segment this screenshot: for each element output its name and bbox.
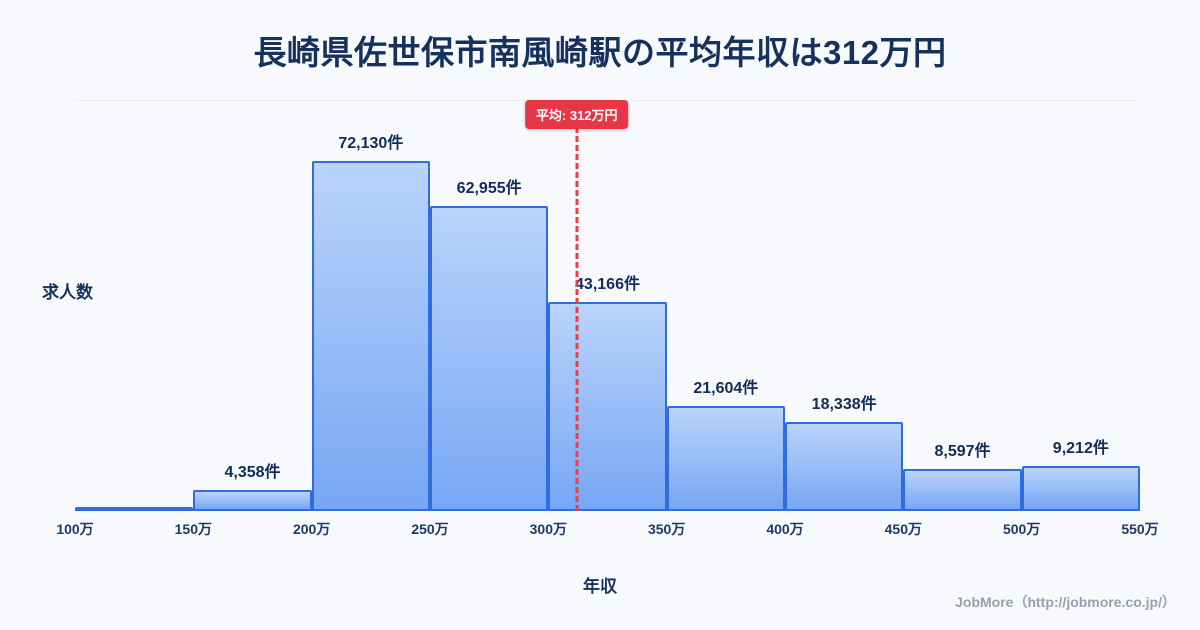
x-tick-label: 250万: [411, 521, 449, 537]
bar-150万-200万: [193, 489, 312, 511]
bar-250万-300万: [430, 205, 549, 511]
bar-value-label: 18,338件: [811, 396, 877, 414]
x-tick-label: 550万: [1121, 521, 1159, 537]
bar-value-label: 72,130件: [338, 135, 404, 152]
x-tick-label: 300万: [529, 521, 568, 537]
bar-300万-350万: [548, 301, 667, 511]
x-tick-label: 100万: [56, 521, 94, 537]
y-axis-label: 求人数: [42, 283, 93, 302]
bar-100万-150万: [75, 507, 194, 511]
x-tick-label: 150万: [174, 521, 213, 537]
average-line: [575, 127, 579, 511]
footer-credit: JobMore（http://jobmore.co.jp/）: [955, 594, 1176, 610]
plot-area: 平均: 312万円 4,358件 72,130件 62,955件 43,166件 21,…: [56, 100, 1159, 537]
x-tick-label: 450万: [884, 521, 923, 537]
bar-value-label: 43,166件: [575, 275, 640, 293]
bar-350万-400万: [666, 406, 785, 511]
bar-value-label: 8,597件: [934, 443, 991, 461]
bar-value-label: 9,212件: [1052, 440, 1109, 458]
x-tick-label: 200万: [292, 521, 331, 537]
average-badge: 平均: 312万円: [524, 100, 629, 129]
bar-value-label: 62,955件: [456, 179, 522, 197]
bar-450万-500万: [903, 469, 1022, 511]
page-title: 長崎県佐世保市南風崎駅の平均年収は312万円: [253, 34, 947, 71]
x-tick-label: 350万: [647, 521, 686, 537]
bar-500万-550万: [1021, 466, 1140, 511]
x-tick-label: 400万: [766, 521, 804, 537]
bar-value-label: 4,358件: [224, 463, 281, 481]
x-tick-label: 500万: [1002, 521, 1041, 537]
bar-value-label: 21,604件: [693, 380, 759, 398]
x-axis-label: 年収: [583, 577, 617, 596]
bar-200万-250万: [311, 161, 430, 511]
bar-400万-450万: [785, 422, 904, 511]
